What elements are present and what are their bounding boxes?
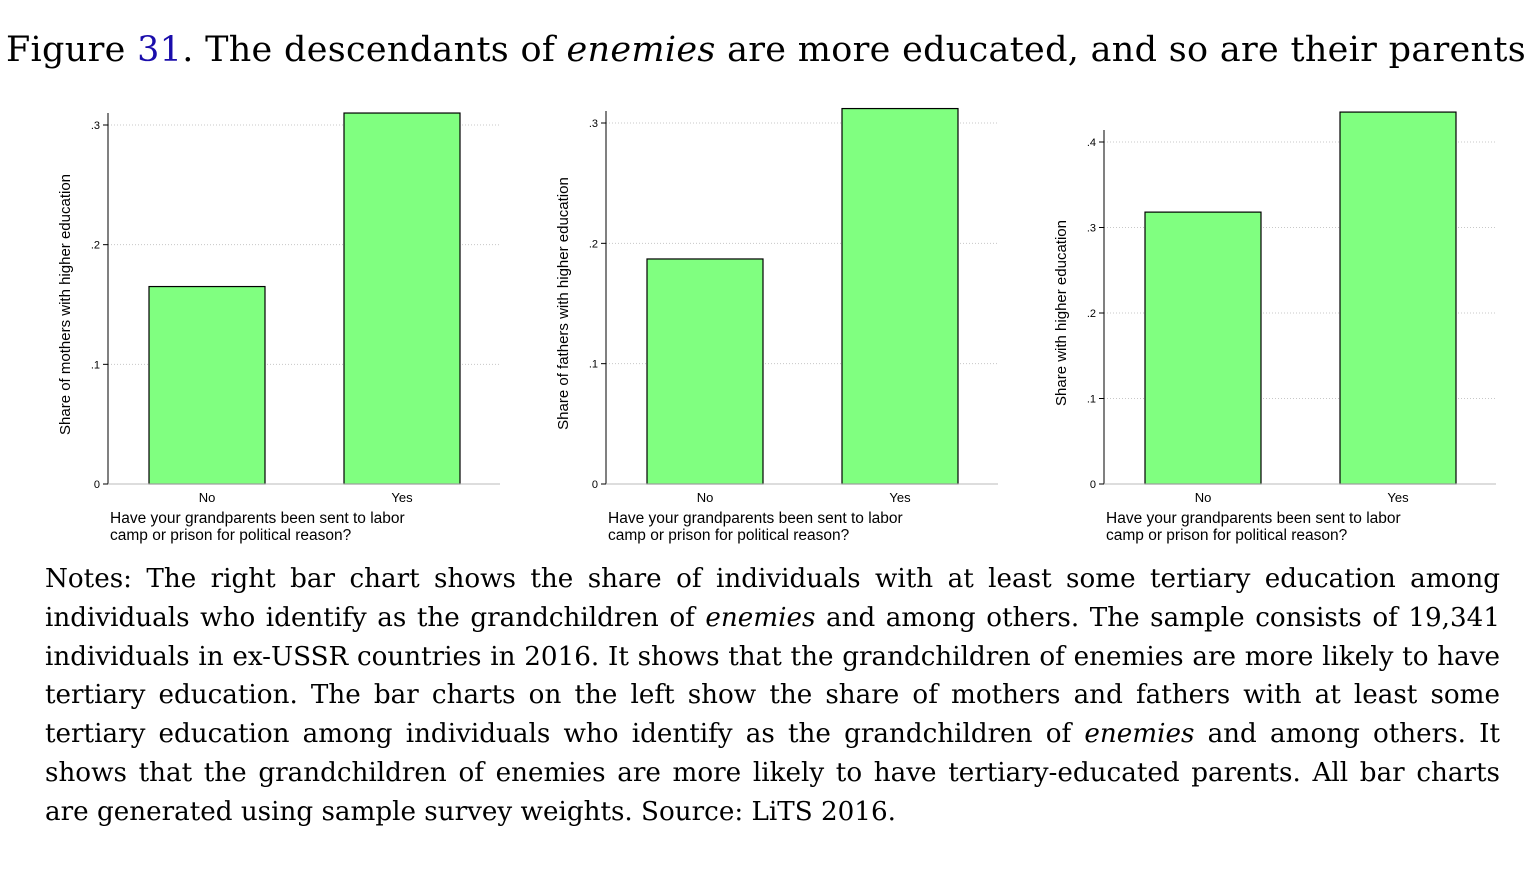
figure-title-part1: . The descendants of — [182, 30, 567, 70]
chart-fathers-svg: 0 .1 .2 .3 No Yes Have your grandparents been … — [555, 107, 998, 544]
notes-part2: and among others. The sample consists of… — [45, 602, 1500, 750]
bar-yes — [1339, 111, 1457, 485]
x-axis-title-line2: camp or prison for political reason? — [608, 527, 850, 544]
y-tick-label: .2 — [91, 240, 100, 252]
notes-part3: and among others. It shows that the gran… — [45, 719, 1501, 827]
y-axis-title: Share of mothers with higher education — [57, 174, 74, 435]
y-tick-label: .2 — [589, 238, 598, 250]
y-tick-label: 0 — [592, 479, 598, 491]
category-label: Yes — [1387, 490, 1409, 505]
bar-no — [148, 285, 266, 485]
y-tick-label: .3 — [589, 118, 598, 130]
figure-number-link[interactable]: 31 — [137, 30, 183, 70]
x-axis-title-line2: camp or prison for political reason? — [110, 527, 352, 544]
category-label: Yes — [889, 490, 911, 505]
bar-no — [1144, 211, 1262, 485]
y-tick-label: 0 — [94, 479, 100, 491]
bar-yes — [343, 112, 461, 485]
figure-title: Figure 31. The descendants of enemies ar… — [0, 30, 1532, 70]
chart-mothers: 0 .1 .2 .3 No Yes Have your grandparents been … — [50, 100, 550, 555]
notes-emphasis-1: enemies — [705, 602, 816, 633]
x-axis-title-line2: camp or prison for political reason? — [1106, 527, 1348, 544]
chart-individuals: 0 .1 .2 .3 .4 No Yes Have your grandparents bee… — [1046, 100, 1532, 555]
y-tick-label: .2 — [1087, 308, 1096, 320]
x-axis-title-line1: Have your grandparents been sent to labo… — [608, 510, 903, 527]
category-label: No — [1195, 490, 1212, 505]
category-label: No — [199, 490, 216, 505]
category-label: No — [697, 490, 714, 505]
chart-mothers-svg: 0 .1 .2 .3 No Yes Have your grandparents been … — [57, 112, 500, 544]
y-tick-label: .1 — [589, 359, 598, 371]
chart-fathers: 0 .1 .2 .3 No Yes Have your grandparents been … — [548, 100, 1048, 555]
bar-yes — [841, 107, 959, 485]
y-tick-label: .1 — [1087, 394, 1096, 406]
figure-title-emphasis: enemies — [566, 30, 716, 70]
x-axis-title-line1: Have your grandparents been sent to labo… — [1106, 510, 1401, 527]
chart-individuals-svg: 0 .1 .2 .3 .4 No Yes Have your grandparents bee… — [1053, 111, 1496, 544]
y-tick-label: 0 — [1090, 479, 1096, 491]
x-axis-title-line1: Have your grandparents been sent to labo… — [110, 510, 405, 527]
y-axis-title: Share with higher education — [1053, 220, 1070, 406]
y-tick-label: .3 — [1087, 223, 1096, 235]
figure-title-part2: are more educated, and so are their pare… — [715, 30, 1527, 70]
notes-part1: Notes: The right bar chart shows the sha… — [45, 564, 1500, 633]
y-tick-label: .3 — [91, 120, 100, 132]
y-tick-label: .4 — [1087, 137, 1096, 149]
y-tick-label: .1 — [91, 359, 100, 371]
figure-notes: Notes: The right bar chart shows the sha… — [45, 560, 1500, 832]
bar-no — [646, 258, 764, 485]
figure-prefix: Figure — [5, 30, 138, 70]
category-label: Yes — [391, 490, 413, 505]
notes-emphasis-2: enemies — [1084, 719, 1195, 750]
y-axis-title: Share of fathers with higher education — [555, 177, 572, 430]
